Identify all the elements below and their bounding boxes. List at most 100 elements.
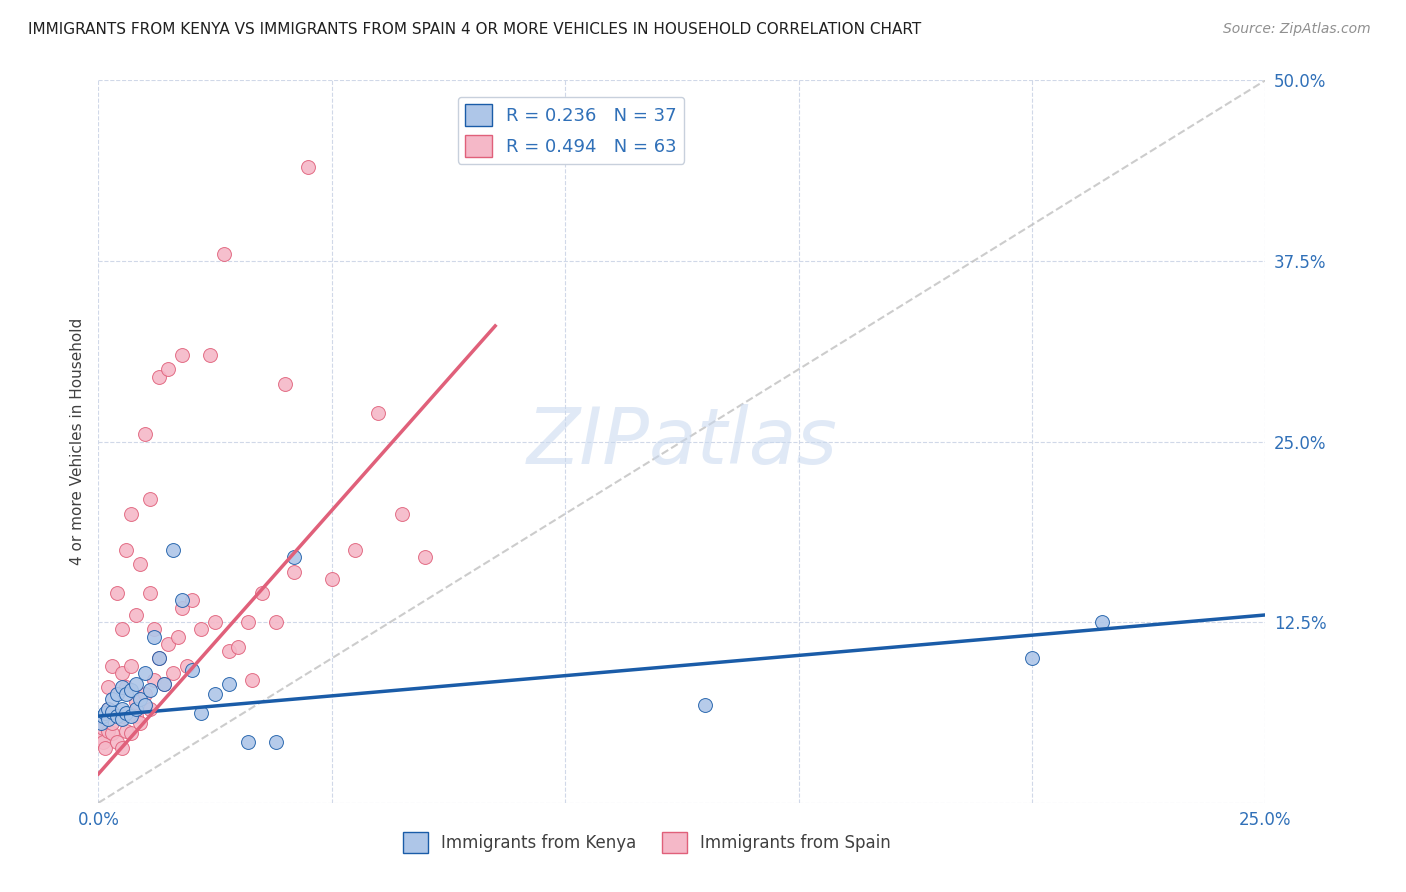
Point <box>143 673 166 687</box>
Point <box>190 706 212 721</box>
Point <box>143 630 166 644</box>
Point <box>148 651 170 665</box>
Point <box>283 565 305 579</box>
Point <box>90 716 112 731</box>
Point <box>148 369 170 384</box>
Point <box>120 658 142 673</box>
Point <box>125 702 148 716</box>
Point <box>152 677 174 691</box>
Point <box>115 723 138 738</box>
Point <box>105 687 128 701</box>
Text: ZIPatlas: ZIPatlas <box>526 403 838 480</box>
Point <box>190 623 212 637</box>
Point <box>391 507 413 521</box>
Point <box>105 735 128 749</box>
Point <box>111 680 134 694</box>
Point <box>134 427 156 442</box>
Point <box>695 698 717 712</box>
Point <box>125 695 148 709</box>
Point <box>157 637 180 651</box>
Point <box>236 615 259 630</box>
Legend: Immigrants from Kenya, Immigrants from Spain: Immigrants from Kenya, Immigrants from S… <box>396 826 897 860</box>
Point <box>101 691 124 706</box>
Point <box>120 709 142 723</box>
Point <box>283 550 305 565</box>
Point <box>105 586 128 600</box>
Point <box>218 644 240 658</box>
Point <box>264 735 287 749</box>
Point <box>101 726 124 740</box>
Point <box>111 740 134 755</box>
Point <box>413 550 436 565</box>
Point <box>139 586 162 600</box>
Point <box>204 687 226 701</box>
Point <box>143 623 166 637</box>
Point <box>105 709 128 723</box>
Point <box>297 160 319 174</box>
Point <box>176 658 198 673</box>
Point <box>134 687 156 701</box>
Point <box>344 542 367 557</box>
Point <box>139 492 162 507</box>
Point <box>115 687 138 701</box>
Point <box>125 709 148 723</box>
Point <box>97 723 120 738</box>
Text: Source: ZipAtlas.com: Source: ZipAtlas.com <box>1223 22 1371 37</box>
Point <box>157 362 180 376</box>
Point <box>90 731 112 745</box>
Point <box>134 665 156 680</box>
Point <box>1021 651 1043 665</box>
Point <box>152 677 174 691</box>
Point <box>94 740 117 755</box>
Point <box>172 348 194 362</box>
Point <box>129 716 152 731</box>
Point <box>148 651 170 665</box>
Point <box>111 712 134 726</box>
Point <box>228 640 250 654</box>
Point <box>101 705 124 719</box>
Point <box>91 735 114 749</box>
Point <box>162 665 184 680</box>
Point <box>200 348 222 362</box>
Point <box>91 709 114 723</box>
Point <box>214 246 236 260</box>
Point <box>236 735 259 749</box>
Point <box>97 680 120 694</box>
Point <box>129 558 152 572</box>
Point <box>97 702 120 716</box>
Point <box>139 683 162 698</box>
Text: IMMIGRANTS FROM KENYA VS IMMIGRANTS FROM SPAIN 4 OR MORE VEHICLES IN HOUSEHOLD C: IMMIGRANTS FROM KENYA VS IMMIGRANTS FROM… <box>28 22 921 37</box>
Point <box>367 406 389 420</box>
Point <box>97 712 120 726</box>
Point <box>139 702 162 716</box>
Point <box>180 593 202 607</box>
Point <box>94 706 117 721</box>
Point <box>111 623 134 637</box>
Point <box>111 709 134 723</box>
Point <box>250 586 273 600</box>
Point <box>134 698 156 712</box>
Point <box>120 683 142 698</box>
Point <box>101 716 124 731</box>
Point <box>274 376 297 391</box>
Point <box>91 721 114 735</box>
Point <box>166 630 188 644</box>
Point <box>115 706 138 721</box>
Point <box>321 572 343 586</box>
Point <box>264 615 287 630</box>
Point <box>125 677 148 691</box>
Point <box>204 615 226 630</box>
Point <box>115 542 138 557</box>
Point <box>111 665 134 680</box>
Point <box>172 593 194 607</box>
Point <box>115 680 138 694</box>
Point <box>120 507 142 521</box>
Point <box>162 542 184 557</box>
Point <box>125 607 148 622</box>
Point <box>172 600 194 615</box>
Point <box>111 702 134 716</box>
Point <box>180 663 202 677</box>
Point <box>242 673 264 687</box>
Point <box>97 702 120 716</box>
Point <box>1091 615 1114 630</box>
